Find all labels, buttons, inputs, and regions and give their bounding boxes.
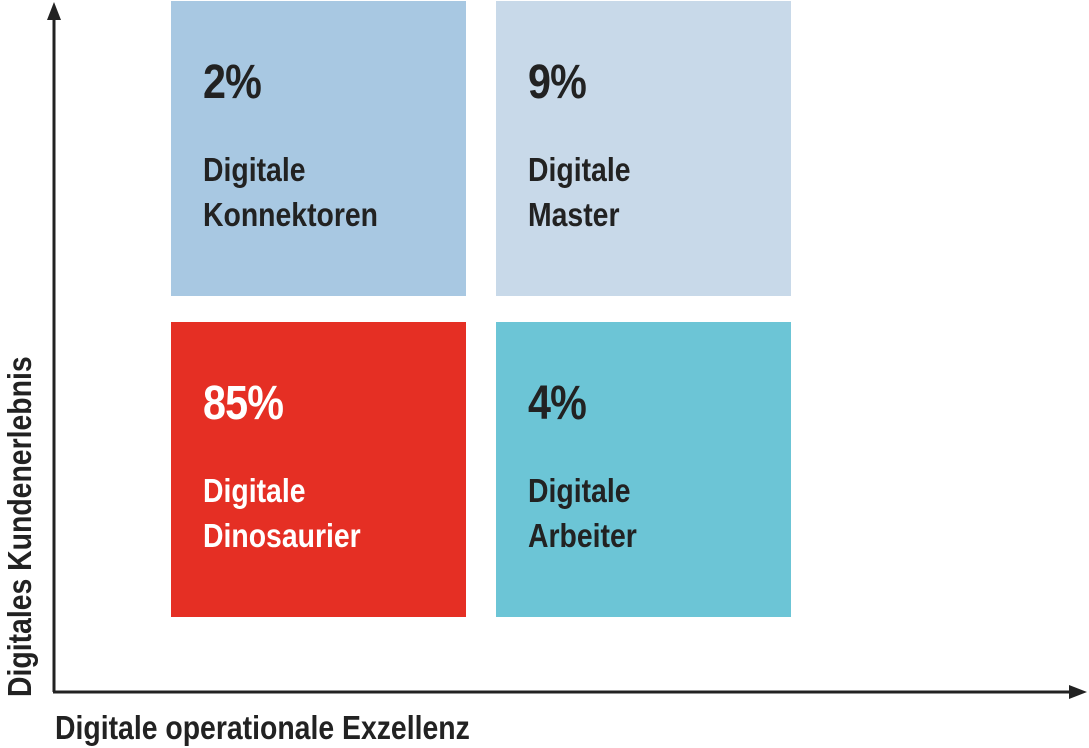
quadrant-percent: 2% (203, 56, 262, 109)
quadrant-digital-dinosaurs: 85% Digitale Dinosaurier (171, 322, 466, 617)
x-axis-arrow-icon (1069, 685, 1087, 699)
quadrant-digital-workers: 4% Digitale Arbeiter (496, 322, 791, 617)
quadrant-label: Digitale Master (528, 151, 631, 233)
x-axis-label: Digitale operationale Exzellenz (55, 709, 470, 746)
y-axis-label: Digitales Kundenerlebnis (1, 356, 38, 697)
quadrant-label: Digitale Konnektoren (203, 151, 379, 233)
y-axis-arrow-icon (47, 2, 61, 20)
quadrant-digital-masters: 9% Digitale Master (496, 1, 791, 296)
quadrant-label: Digitale Arbeiter (528, 472, 637, 554)
quadrant-percent: 9% (528, 56, 587, 109)
quadrant-percent: 4% (528, 377, 587, 430)
quadrant-label: Digitale Dinosaurier (203, 472, 361, 554)
quadrant-percent: 85% (203, 377, 284, 430)
quadrant-digital-connectors: 2% Digitale Konnektoren (171, 1, 466, 296)
